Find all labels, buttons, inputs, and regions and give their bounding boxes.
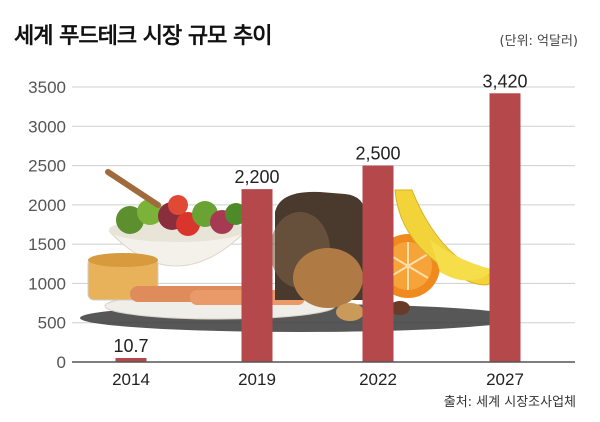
y-axis-tick-labels: 0 500 1000 1500 2000 2500 3000 3500 xyxy=(28,78,66,372)
y-tick-label: 500 xyxy=(38,314,66,333)
x-tick-label: 2022 xyxy=(359,370,397,389)
y-tick-label: 0 xyxy=(57,353,66,372)
y-tick-label: 1000 xyxy=(28,274,66,293)
data-label: 2,500 xyxy=(355,144,400,164)
bar-2019 xyxy=(241,189,273,362)
x-tick-label: 2019 xyxy=(238,370,276,389)
x-tick-label: 2014 xyxy=(112,370,150,389)
bar-2014 xyxy=(115,358,147,362)
y-tick-label: 3000 xyxy=(28,117,66,136)
bar-2027 xyxy=(489,93,521,363)
bar-2022 xyxy=(362,165,394,362)
data-labels: 10.7 2,200 2,500 3,420 xyxy=(113,71,527,356)
chart-title: 세계 푸드테크 시장 규모 추이 xyxy=(14,24,273,49)
y-tick-label: 1500 xyxy=(28,235,66,254)
data-label: 2,200 xyxy=(234,167,279,187)
source-note: 출처: 세계 시장조사업체 xyxy=(443,395,576,410)
y-tick-label: 2500 xyxy=(28,157,66,176)
data-label: 10.7 xyxy=(113,336,148,356)
y-tick-label: 3500 xyxy=(28,78,66,97)
y-tick-label: 2000 xyxy=(28,196,66,215)
unit-label: (단위: 억달러) xyxy=(499,34,578,49)
bars xyxy=(115,93,521,363)
food-illustration xyxy=(80,169,520,332)
x-axis-tick-labels: 2014 2019 2022 2027 xyxy=(112,370,524,389)
data-label: 3,420 xyxy=(482,71,527,91)
x-tick-label: 2027 xyxy=(486,370,524,389)
